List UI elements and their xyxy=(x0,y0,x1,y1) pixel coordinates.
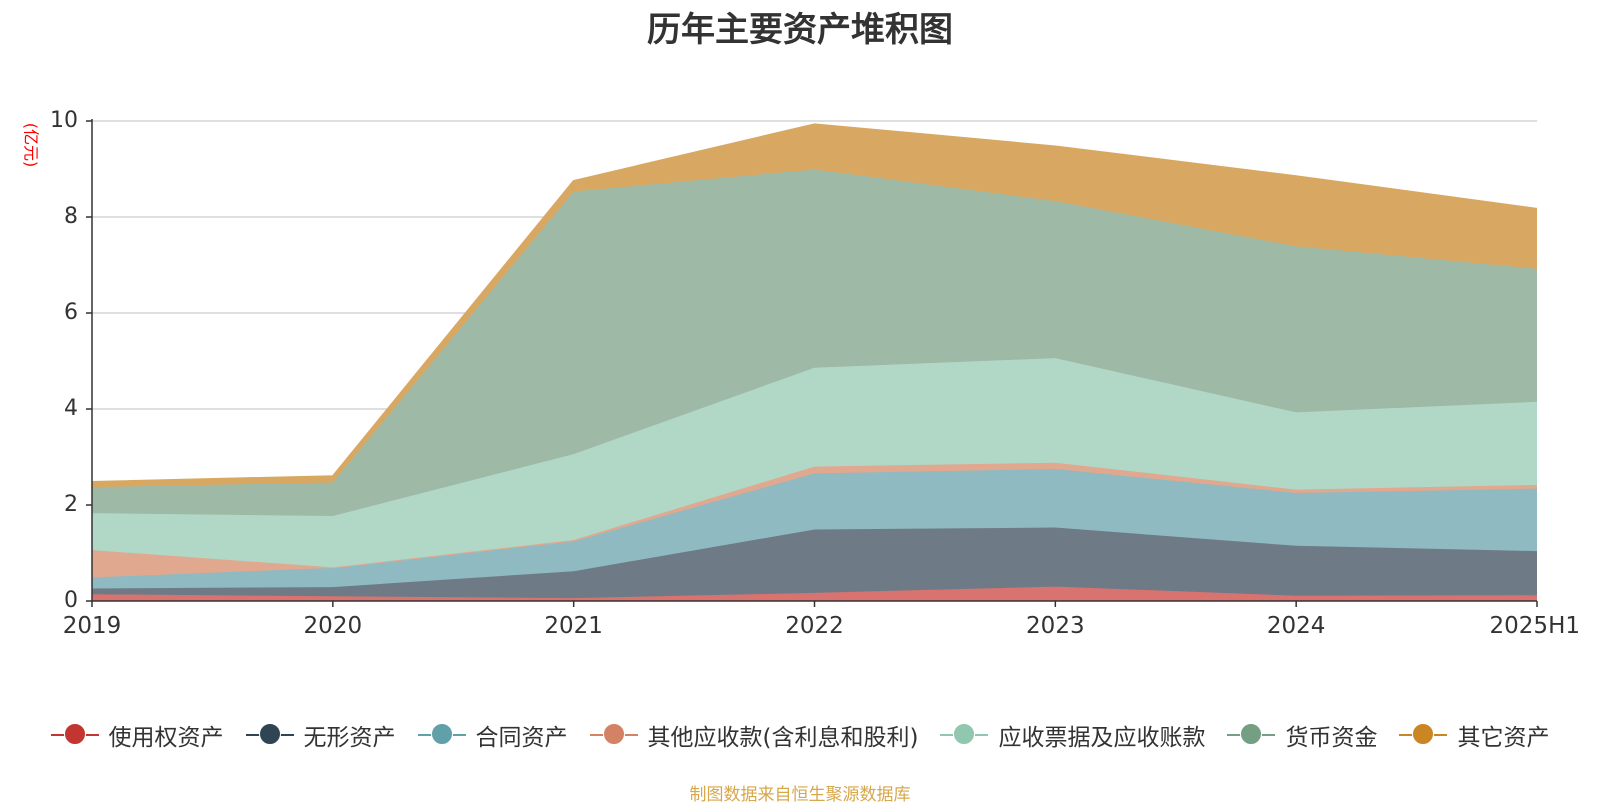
legend-dot xyxy=(63,723,86,745)
y-axis-label: (亿元) xyxy=(22,123,41,168)
legend-item[interactable]: 无形资产 xyxy=(245,718,396,752)
area-series xyxy=(91,123,1538,601)
legend-marker xyxy=(1399,723,1448,747)
series-line-7 xyxy=(91,123,1538,483)
legend-item[interactable]: 使用权资产 xyxy=(50,718,224,752)
legend-marker xyxy=(417,723,466,747)
y-tick-label: 8 xyxy=(64,204,78,229)
legend-label: 其它资产 xyxy=(1457,725,1550,751)
x-tick-label: 2020 xyxy=(304,613,363,639)
legend-marker xyxy=(50,723,99,747)
legend-label: 货币资金 xyxy=(1285,725,1378,751)
area-series-5 xyxy=(92,358,1537,568)
x-tick-label: 2023 xyxy=(1026,613,1085,639)
legend-dot xyxy=(258,723,281,745)
legend-label: 应收票据及应收账款 xyxy=(998,725,1206,751)
legend-label: 其他应收款(含利息和股利) xyxy=(647,725,919,751)
x-tick-label: 2021 xyxy=(544,613,603,639)
area-series-2 xyxy=(92,527,1537,599)
y-tick-label: 0 xyxy=(64,588,78,613)
legend-dot xyxy=(1240,723,1263,745)
x-tick-label: 2022 xyxy=(785,613,844,639)
legend-marker xyxy=(589,723,638,747)
area-series-3 xyxy=(92,469,1537,589)
area-series-7 xyxy=(92,124,1537,488)
legend-marker xyxy=(245,723,294,747)
legend-marker xyxy=(940,723,989,747)
area-series-4 xyxy=(92,462,1537,578)
legend-item[interactable]: 合同资产 xyxy=(417,718,568,752)
legend-marker xyxy=(1227,723,1276,747)
x-tick-label: 2024 xyxy=(1267,613,1326,639)
y-tick-label: 6 xyxy=(64,300,78,325)
legend-dot xyxy=(430,723,453,745)
y-tick-label: 10 xyxy=(50,108,78,133)
legend-label: 合同资产 xyxy=(475,725,568,751)
x-tick-label: 2019 xyxy=(63,613,122,639)
legend-label: 无形资产 xyxy=(303,725,396,751)
source-note: 制图数据来自恒生聚源数据库 xyxy=(689,785,911,805)
legend-dot xyxy=(1412,723,1435,745)
y-tick-label: 2 xyxy=(64,492,78,517)
legend-label: 使用权资产 xyxy=(108,725,224,751)
legend-dot xyxy=(953,723,976,745)
legend-item[interactable]: 货币资金 xyxy=(1227,718,1377,752)
axes: 0 2 4 6 8 10 2019 2020 2021 2022 2023 2024 2025H1 xyxy=(50,108,1580,639)
legend-dot xyxy=(602,723,625,745)
legend-item[interactable]: 应收票据及应收账款 xyxy=(940,718,1205,752)
chart-title: 历年主要资产堆积图 xyxy=(647,10,953,50)
x-tick-label: 2025H1 xyxy=(1490,613,1580,639)
area-series-6 xyxy=(92,169,1537,517)
legend: 使用权资产 无形资产 合同资产 其他应收款(含利息和股利) 应收票据及应收账款 货币资金 其… xyxy=(0,718,1600,752)
legend-item[interactable]: 其他应收款(含利息和股利) xyxy=(589,718,919,752)
legend-item[interactable]: 其它资产 xyxy=(1399,718,1549,752)
y-tick-label: 4 xyxy=(64,396,78,421)
